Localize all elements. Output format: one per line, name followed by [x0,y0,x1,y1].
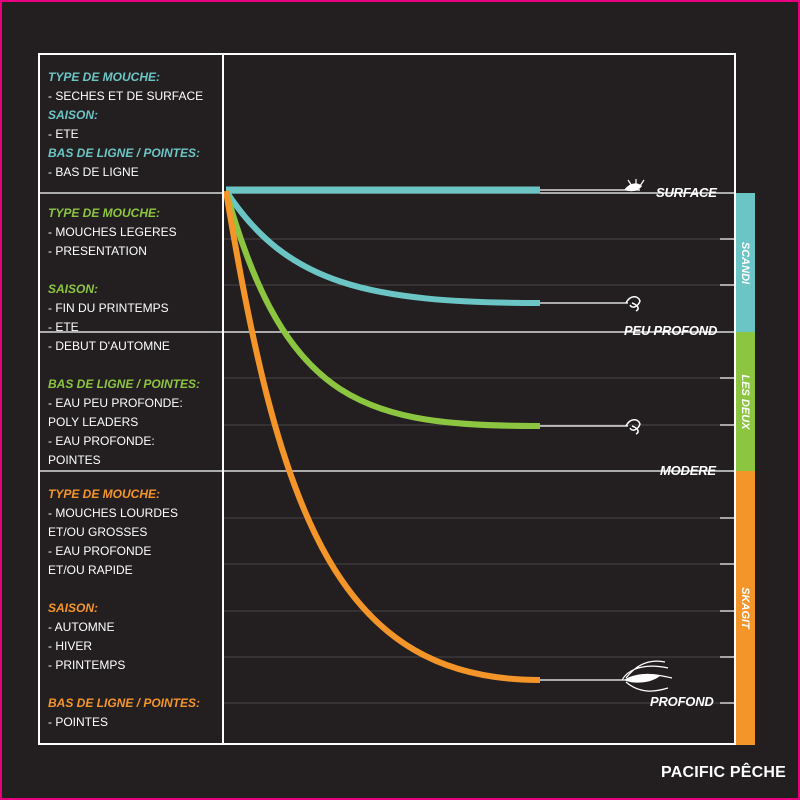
scandi-band [735,193,755,332]
surface-section-text: TYPE DE MOUCHE: - SECHES ET DE SURFACE SAI… [48,68,224,182]
section-item: - PRINTEMPS [48,658,126,672]
fly-lines [223,179,673,692]
section-heading: TYPE DE MOUCHE: [48,206,161,220]
section-heading: SAISON: [48,601,99,615]
section-heading: BAS DE LIGNE / POINTES: [48,146,201,160]
section-item: - PRESENTATION [48,244,147,258]
section-item: ET/OU GROSSES [48,525,148,539]
section-heading: SAISON: [48,282,99,296]
scandi-label: SCANDI [739,241,751,285]
section-item: - DEBUT D'AUTOMNE [48,339,170,353]
brand-logo: PACIFIC PÊCHE [661,764,786,781]
section-item: ET/OU RAPIDE [48,563,133,577]
section-heading: BAS DE LIGNE / POINTES: [48,377,201,391]
section-item: - MOUCHES LEGERES [48,225,177,239]
section-item: - EAU PROFONDE: [48,434,155,448]
fly-icon [624,179,645,192]
shallow-moderate-section-text: TYPE DE MOUCHE: - MOUCHES LEGERES - PRESEN… [48,204,224,470]
section-heading: TYPE DE MOUCHE: [48,487,161,501]
les-deux-label: LES DEUX [739,374,751,430]
deep-section-text: TYPE DE MOUCHE: - MOUCHES LOURDES ET/OU GR… [48,485,224,732]
legend-column [38,53,224,745]
section-item: POINTES [48,453,101,467]
surface-label: SURFACE [656,185,717,200]
section-item: - SECHES ET DE SURFACE [48,89,204,103]
section-item: - EAU PROFONDE [48,544,152,558]
section-item: - MOUCHES LOURDES [48,506,179,520]
section-item: - POINTES [48,715,109,729]
section-heading: TYPE DE MOUCHE: [48,70,161,84]
modere-label: MODERE [660,463,716,478]
section-item: - ETE [48,127,79,141]
fly-icon [621,660,673,692]
fly-line-peu_profond [223,189,541,306]
les-deux-band [735,332,755,471]
diagram-frame [38,53,736,745]
spacer [48,261,224,280]
section-heading: SAISON: [48,108,99,122]
spacer [48,580,224,599]
section-item: - HIVER [48,639,93,653]
fly-icon [625,419,641,435]
skagit-band [735,471,755,745]
fly-icon [625,296,641,312]
section-item: - AUTOMNE [48,620,115,634]
section-heading: BAS DE LIGNE / POINTES: [48,696,201,710]
fly-line-modere [223,190,541,429]
spacer [48,675,224,694]
profond-label: PROFOND [650,694,714,709]
section-item: - ETE [48,320,79,334]
spacer [48,356,224,375]
section-item: - EAU PEU PROFONDE: [48,396,183,410]
section-item: POLY LEADERS [48,415,139,429]
fly-line-profond [223,190,541,683]
section-item: - FIN DU PRINTEMPS [48,301,169,315]
peu-profond-label: PEU PROFOND [624,323,718,338]
section-item: - BAS DE LIGNE [48,165,139,179]
skagit-label: SKAGIT [739,587,751,629]
